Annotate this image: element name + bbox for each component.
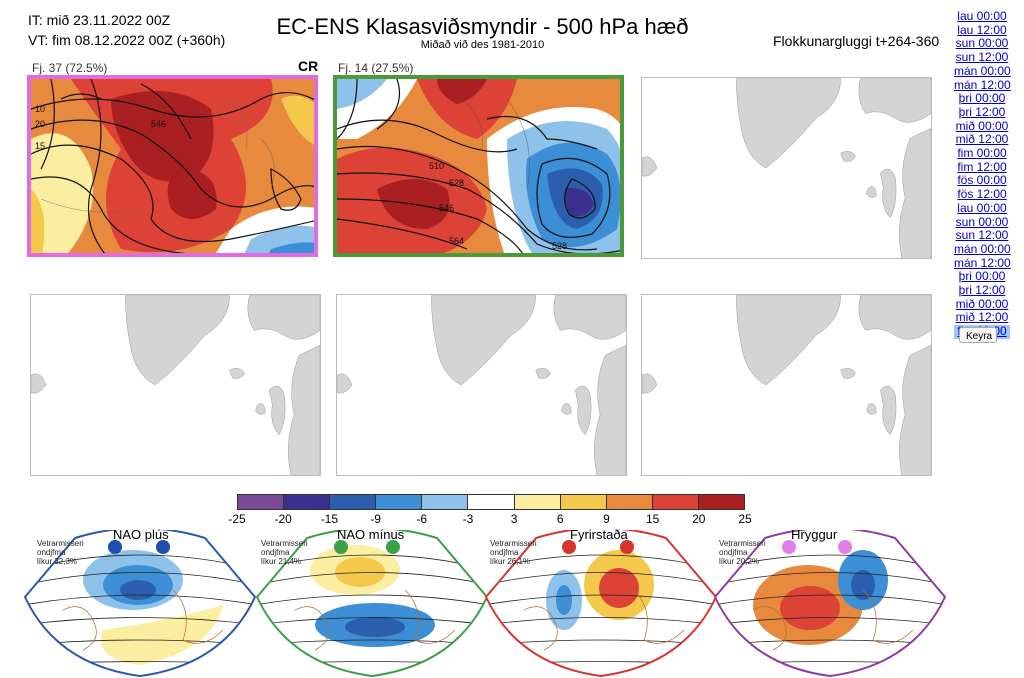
regime-panel: Hryggur Vetrarmisseri ondjfma líkur 20,2… (713, 527, 948, 678)
colorbar-tick: -6 (416, 512, 428, 526)
regime-dot (562, 540, 576, 554)
regime-dot (386, 540, 400, 554)
cluster-5-map (336, 294, 627, 476)
time-link[interactable]: mið 00:00 (955, 296, 1009, 311)
contour-label: 20 (35, 119, 45, 129)
regime-info: Vetrarmisseri ondjfma líkur 26,1% (490, 539, 537, 566)
colorbar-segment (284, 495, 331, 509)
time-link[interactable]: fim 12:00 (957, 159, 1007, 174)
regime-dot (334, 540, 348, 554)
time-link[interactable]: mán 12:00 (954, 77, 1011, 92)
colorbar-tick: -3 (462, 512, 474, 526)
time-link[interactable]: mán 12:00 (954, 255, 1011, 270)
cluster-1-label: Fj. 37 (72.5%) (32, 61, 108, 75)
time-link[interactable]: fim 00:00 (957, 146, 1007, 161)
regime-dot (782, 540, 796, 554)
contour-label: 10 (35, 104, 45, 114)
colorbar-tick: -20 (274, 512, 292, 526)
time-link[interactable]: þri 12:00 (958, 104, 1006, 119)
regime-info: Vetrarmisseri ondjfma líkur 21,4% (261, 539, 308, 566)
time-link[interactable]: fös 00:00 (957, 173, 1007, 188)
colorbar-segment (652, 495, 699, 509)
valid-time: VT: fim 08.12.2022 00Z (+360h) (28, 32, 226, 48)
regime-panel: Fyrirstaða Vetrarmisseri ondjfma líkur 2… (484, 527, 719, 678)
colorbar-tick: -15 (320, 512, 339, 526)
cluster-2-label: Fj. 14 (27.5%) (338, 61, 414, 75)
page-subtitle: Miðað við des 1981-2010 (420, 39, 545, 51)
page-title: EC-ENS Klasasviðsmyndir - 500 hPa hæð (276, 14, 689, 39)
time-link[interactable]: mið 12:00 (955, 310, 1009, 325)
colorbar-tick: -25 (228, 512, 246, 526)
time-list: lau 00:00 lau 12:00 sun 00:00 sun 12:00 mán … (954, 9, 1011, 339)
time-link[interactable]: sun 12:00 (955, 228, 1009, 243)
regime-dot (838, 540, 852, 554)
time-link[interactable]: fös 12:00 (957, 187, 1007, 202)
colorbar-segment (698, 495, 745, 509)
cluster-1-regime: CR (298, 58, 319, 74)
regime-title: NAO plús (113, 527, 169, 542)
regime-info: Vetrarmisseri ondjfma líkur 20,2% (719, 539, 766, 566)
time-link[interactable]: þri 12:00 (958, 283, 1006, 298)
cluster-2-map: 510 528 546 564 528 (333, 75, 624, 257)
run-button[interactable]: Keyra (959, 327, 997, 343)
time-link[interactable]: sun 00:00 (955, 36, 1009, 51)
time-link[interactable]: sun 12:00 (955, 50, 1009, 65)
time-link[interactable]: mið 00:00 (955, 118, 1009, 133)
colorbar-tick: 20 (692, 512, 706, 526)
regime-title: Fyrirstaða (570, 527, 628, 542)
colorbar-tick: 15 (645, 512, 660, 526)
init-time: IT: mið 23.11.2022 00Z (28, 12, 171, 28)
classification-window: Flokkunargluggi t+264-360 (773, 33, 940, 49)
colorbar-tick: 9 (603, 512, 610, 526)
time-link[interactable]: lau 00:00 (957, 200, 1007, 215)
regime-dot (156, 540, 170, 554)
cluster-6-map (641, 294, 932, 476)
colorbar-tick: 25 (738, 512, 752, 526)
regime-dot (620, 540, 634, 554)
time-link[interactable]: lau 00:00 (957, 9, 1007, 23)
contour-label: 546 (151, 119, 166, 129)
regime-title: NAO mínus (337, 527, 405, 542)
header-info: IT: mið 23.11.2022 00Z VT: fim 08.12.202… (28, 10, 225, 50)
colorbar-ticks: -25 -20 -15 -9 -6 -3 3 6 9 15 20 25 (0, 512, 1024, 528)
regime-info: Vetrarmisseri ondjfma líkur 32,3% (37, 539, 84, 566)
time-link[interactable]: lau 12:00 (957, 22, 1007, 37)
colorbar-segment (422, 495, 469, 509)
time-link[interactable]: mán 00:00 (954, 63, 1011, 78)
regime-panel: NAO plús Vetrarmisseri ondjfma líkur 32,… (23, 527, 258, 678)
contour-label: 564 (449, 236, 464, 246)
time-link[interactable]: mið 12:00 (955, 132, 1009, 147)
colorbar-segment (514, 495, 561, 509)
time-link[interactable]: sun 00:00 (955, 214, 1009, 229)
colorbar-tick: 6 (556, 512, 564, 526)
regime-dot (108, 540, 122, 554)
contour-label: 15 (35, 141, 45, 151)
contour-label: 510 (429, 161, 444, 171)
colorbar (237, 494, 745, 510)
colorbar-segment (606, 495, 653, 509)
regime-title: Hryggur (791, 527, 838, 542)
cluster-1-map: 546 10 20 15 (27, 75, 318, 257)
time-link[interactable]: þri 00:00 (958, 269, 1006, 284)
colorbar-tick: -9 (370, 512, 381, 526)
colorbar-tick: 3 (510, 512, 518, 526)
colorbar-segment (376, 495, 423, 509)
colorbar-segment (560, 495, 607, 509)
contour-label: 528 (449, 178, 464, 188)
cluster-4-map (30, 294, 321, 476)
time-link[interactable]: þri 00:00 (958, 91, 1006, 106)
colorbar-segment (238, 495, 285, 509)
regime-panel: NAO mínus Vetrarmisseri ondjfma líkur 21… (255, 527, 490, 678)
cluster-3-map (641, 77, 932, 259)
colorbar-segment (468, 495, 515, 509)
colorbar-segment (330, 495, 377, 509)
contour-label: 546 (439, 203, 454, 213)
time-link[interactable]: mán 00:00 (954, 241, 1011, 256)
contour-label: 528 (552, 241, 567, 251)
